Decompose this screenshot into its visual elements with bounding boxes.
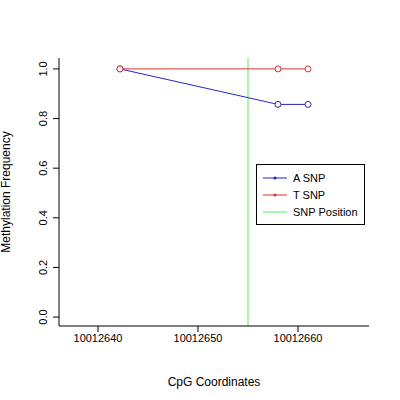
svg-text:1.0: 1.0 <box>37 61 49 76</box>
svg-text:10012650: 10012650 <box>174 332 223 344</box>
svg-text:0.6: 0.6 <box>37 161 49 176</box>
svg-text:10012660: 10012660 <box>274 332 323 344</box>
svg-text:0.2: 0.2 <box>37 260 49 275</box>
svg-text:CpG Coordinates: CpG Coordinates <box>168 375 261 389</box>
svg-text:10012640: 10012640 <box>74 332 123 344</box>
svg-text:0.4: 0.4 <box>37 210 49 225</box>
svg-text:0.0: 0.0 <box>37 309 49 324</box>
html-text:T SNP: T SNP <box>293 188 326 201</box>
svg-text:0.8: 0.8 <box>37 111 49 126</box>
html-text:A SNP: A SNP <box>293 171 326 184</box>
html-text:SNP Position: SNP Position <box>293 205 358 218</box>
svg-text:Methylation Frequency: Methylation Frequency <box>8 131 13 252</box>
